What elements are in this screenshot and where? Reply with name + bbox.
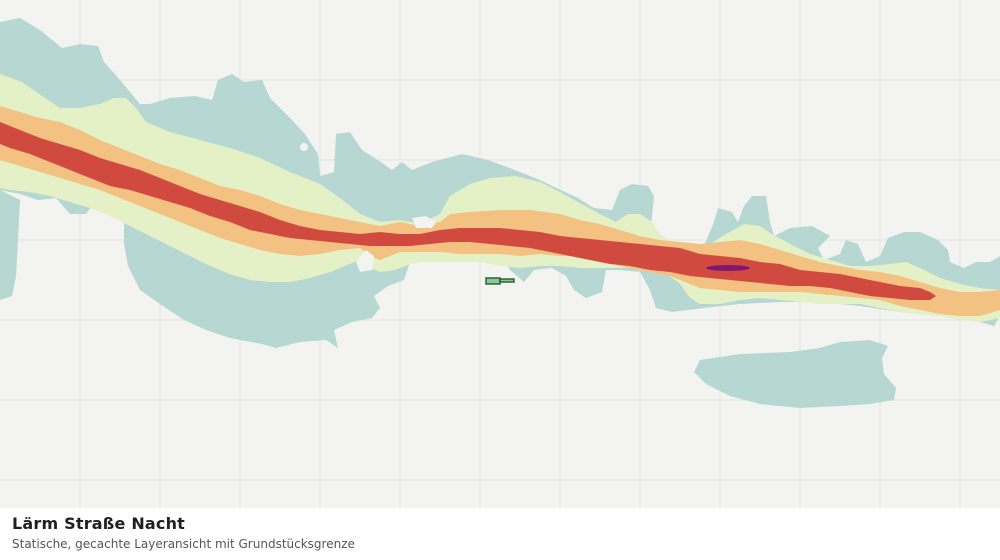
parcel-boundary[interactable] <box>485 277 515 285</box>
noise-band-peak <box>706 265 750 271</box>
map-title: Lärm Straße Nacht <box>12 514 186 533</box>
map-canvas <box>0 0 1000 508</box>
noise-map[interactable] <box>0 0 1000 508</box>
noise-band-high <box>0 122 936 300</box>
noise-gap-islands <box>300 143 436 272</box>
parcel-shape-b[interactable] <box>499 278 515 283</box>
map-caption: Lärm Straße Nacht Statische, gecachte La… <box>0 508 1000 560</box>
map-subtitle: Statische, gecachte Layeransicht mit Gru… <box>12 537 355 551</box>
parcel-shape-a[interactable] <box>485 277 501 285</box>
